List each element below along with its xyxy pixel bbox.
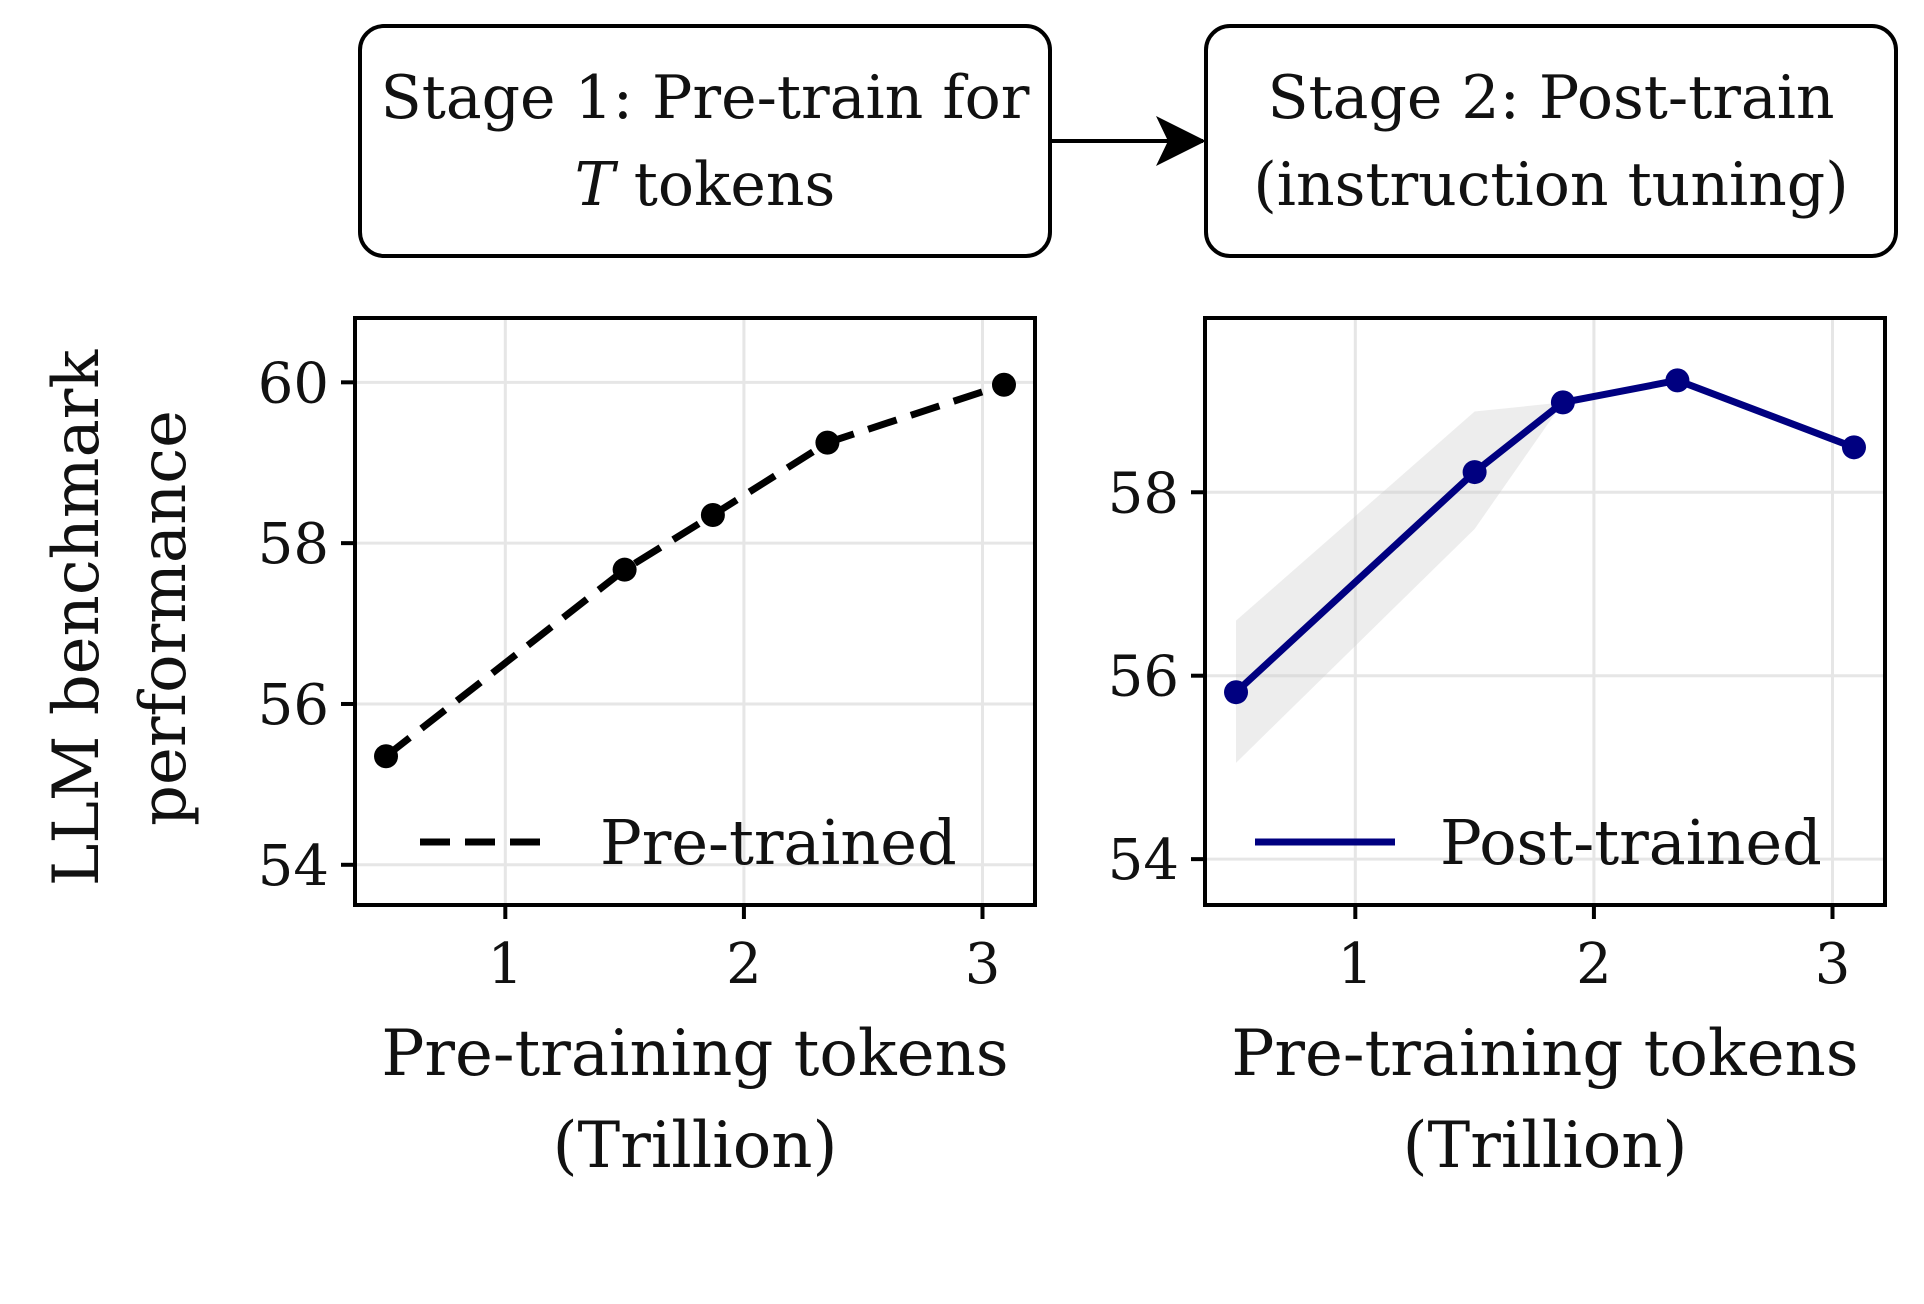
pretrained-chart: 54 56 58 60 1 2 3 Pre-training tokens (Trillion)…	[258, 316, 1037, 1183]
y-tick-label: 58	[258, 512, 329, 577]
data-point	[1550, 390, 1575, 415]
x-tick-label: 3	[965, 932, 1001, 997]
legend-label: Pre-trained	[600, 806, 957, 879]
data-point	[815, 430, 840, 455]
x-tick-label: 2	[726, 932, 762, 997]
data-point	[1224, 680, 1249, 705]
stage-2-line-1: Stage 2: Post-train	[1267, 63, 1834, 133]
x-tick-label: 3	[1815, 932, 1851, 997]
stage-1-line-2: T tokens	[575, 150, 836, 220]
x-tick-label: 2	[1576, 932, 1612, 997]
axes-frame	[353, 316, 1037, 907]
data-point	[612, 557, 637, 582]
axes-frame	[1203, 316, 1887, 907]
y-tick-label: 56	[1108, 645, 1179, 710]
x-tick-label: 1	[487, 932, 523, 997]
stage-1-tokens: tokens	[615, 150, 836, 220]
stage-2-box: Stage 2: Post-train (instruction tuning)	[1204, 24, 1898, 258]
stage-1-italic-t: T	[575, 150, 619, 220]
x-axis-label: Pre-training tokens	[1231, 1017, 1858, 1091]
y-tick-label: 54	[258, 834, 329, 899]
y-tick-label: 60	[258, 351, 329, 416]
data-point	[1665, 368, 1690, 393]
stage-1-box: Stage 1: Pre-train for T tokens	[358, 24, 1052, 258]
data-point	[1462, 460, 1487, 485]
stage-1-line-1: Stage 1: Pre-train for	[381, 63, 1030, 133]
stage-2-line-2: (instruction tuning)	[1253, 150, 1848, 220]
y-tick-label: 54	[1108, 828, 1179, 893]
posttrained-chart: 54 56 58 1 2 3 Pre-training tokens (Trillion) Po…	[1108, 316, 1887, 1183]
data-point	[1841, 435, 1866, 460]
data-point	[700, 503, 725, 528]
series-line	[383, 381, 1006, 759]
data-point	[991, 372, 1016, 397]
confidence-band	[1236, 380, 1854, 763]
x-tick-label: 1	[1337, 932, 1373, 997]
ylabel-line-1: LLM benchmark	[40, 349, 114, 886]
x-axis-label: Pre-training tokens	[381, 1017, 1008, 1091]
y-tick-label: 58	[1108, 461, 1179, 526]
x-axis-label: (Trillion)	[1403, 1109, 1688, 1183]
legend-label: Post-trained	[1440, 806, 1822, 879]
arrow-head-icon	[1156, 116, 1206, 166]
y-tick-label: 56	[258, 673, 329, 738]
data-point	[374, 744, 399, 769]
ylabel-line-2: performance	[127, 410, 201, 826]
x-axis-label: (Trillion)	[553, 1109, 838, 1183]
